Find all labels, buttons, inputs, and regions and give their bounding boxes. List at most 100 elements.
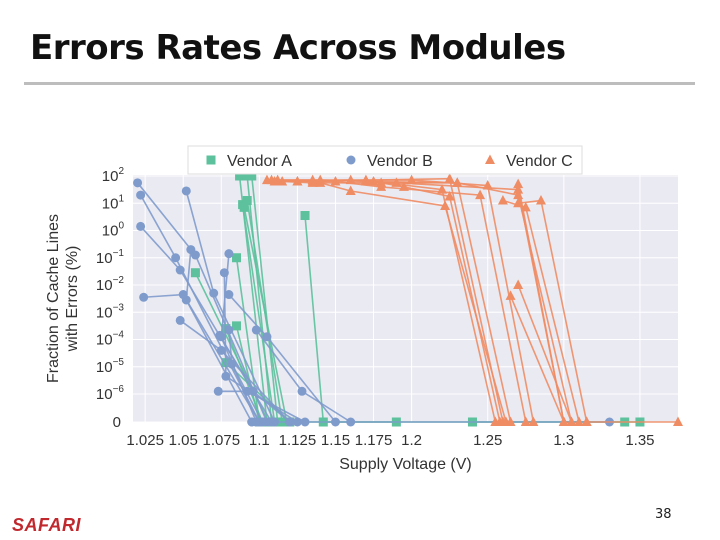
legend-box [187, 145, 583, 175]
data-point [269, 175, 280, 186]
data-point [239, 202, 249, 212]
data-point [440, 200, 451, 210]
data-point [242, 196, 252, 206]
legend-label-vendor-c: Vendor C [506, 153, 573, 170]
data-point [360, 174, 371, 185]
y-tick-label: 10−3 [96, 302, 125, 321]
data-point [520, 416, 531, 426]
data-point [251, 325, 261, 335]
y-tick-label: 10−4 [96, 330, 125, 349]
y-tick-label: 10−2 [96, 275, 125, 294]
x-tick-label: 1.125 [279, 432, 317, 449]
y-tick-label: 101 [102, 193, 125, 212]
series-line [381, 182, 573, 423]
data-point [133, 178, 143, 188]
data-point [136, 190, 146, 200]
data-point [186, 245, 196, 255]
data-point [213, 386, 223, 396]
data-point [175, 265, 185, 275]
data-point [345, 185, 356, 195]
data-point [300, 211, 310, 221]
data-point [475, 189, 486, 200]
y-tick-label: 10−1 [96, 248, 125, 267]
data-point [219, 268, 229, 278]
x-tick-label: 1.075 [203, 432, 241, 449]
data-point [444, 190, 455, 201]
data-point [452, 177, 463, 187]
data-point [566, 416, 577, 426]
data-point [292, 175, 303, 186]
data-point [513, 279, 524, 289]
data-point [181, 295, 191, 305]
legend-label-vendor-a: Vendor A [227, 153, 292, 170]
data-point [221, 371, 231, 381]
x-tick-label: 1.1 [249, 432, 270, 449]
data-point [242, 171, 252, 181]
x-tick-label: 1.15 [321, 432, 350, 449]
data-point [139, 292, 149, 302]
data-point [398, 181, 409, 191]
data-point [227, 359, 237, 369]
series-line [320, 182, 507, 423]
series-line [509, 295, 565, 423]
data-point [505, 290, 516, 300]
data-point [215, 330, 225, 340]
data-point [209, 288, 219, 298]
page-number: 38 [655, 507, 672, 522]
series-line [235, 325, 261, 423]
x-tick-label: 1.25 [473, 432, 502, 449]
data-point [497, 195, 508, 205]
data-point [558, 416, 569, 426]
data-point [262, 332, 272, 342]
data-point [224, 249, 234, 259]
data-point [513, 197, 524, 208]
series-vendor-b [133, 178, 614, 427]
data-point [136, 221, 146, 231]
data-point [500, 416, 511, 426]
legend: Vendor A Vendor B Vendor C [187, 145, 583, 175]
data-point [248, 386, 258, 396]
legend-label-vendor-b: Vendor B [367, 153, 433, 170]
y-tick-label: 10−6 [96, 384, 125, 403]
title-divider [24, 82, 695, 85]
data-point [247, 171, 257, 181]
data-point [444, 173, 455, 183]
x-axis-label: Supply Voltage (V) [339, 456, 472, 473]
data-point [581, 416, 592, 426]
data-point [235, 171, 245, 181]
series-line [250, 175, 279, 423]
data-point [247, 417, 257, 427]
data-point [175, 315, 185, 325]
data-point [171, 253, 181, 263]
data-point [232, 253, 242, 263]
data-point [190, 268, 200, 278]
data-point [513, 184, 524, 194]
data-point [297, 386, 307, 396]
data-point [574, 416, 585, 426]
x-tick-label: 1.05 [169, 432, 198, 449]
plot-area [133, 175, 678, 422]
data-point [513, 178, 524, 189]
legend-marker-vendor-a [206, 155, 216, 165]
x-tick-label: 1.2 [401, 432, 422, 449]
legend-marker-vendor-c [485, 154, 495, 164]
series-line [243, 207, 288, 423]
x-tick-label: 1.175 [355, 432, 393, 449]
y-tick-label: 100 [102, 221, 125, 240]
y-tick-label: 102 [102, 166, 125, 185]
x-tick-label: 1.025 [126, 432, 164, 449]
data-point [181, 186, 191, 196]
data-point [232, 321, 242, 331]
y-tick-label: 10−5 [96, 357, 125, 376]
data-point [224, 325, 234, 335]
data-point [307, 175, 318, 186]
safari-logo: SAFARI [12, 515, 82, 535]
series-line [246, 175, 273, 423]
data-point [216, 345, 226, 355]
y-tick-label-zero: 0 [113, 414, 121, 431]
data-point [528, 416, 539, 426]
x-tick-label: 1.3 [553, 432, 574, 449]
data-point [224, 290, 234, 300]
data-point [345, 174, 356, 185]
